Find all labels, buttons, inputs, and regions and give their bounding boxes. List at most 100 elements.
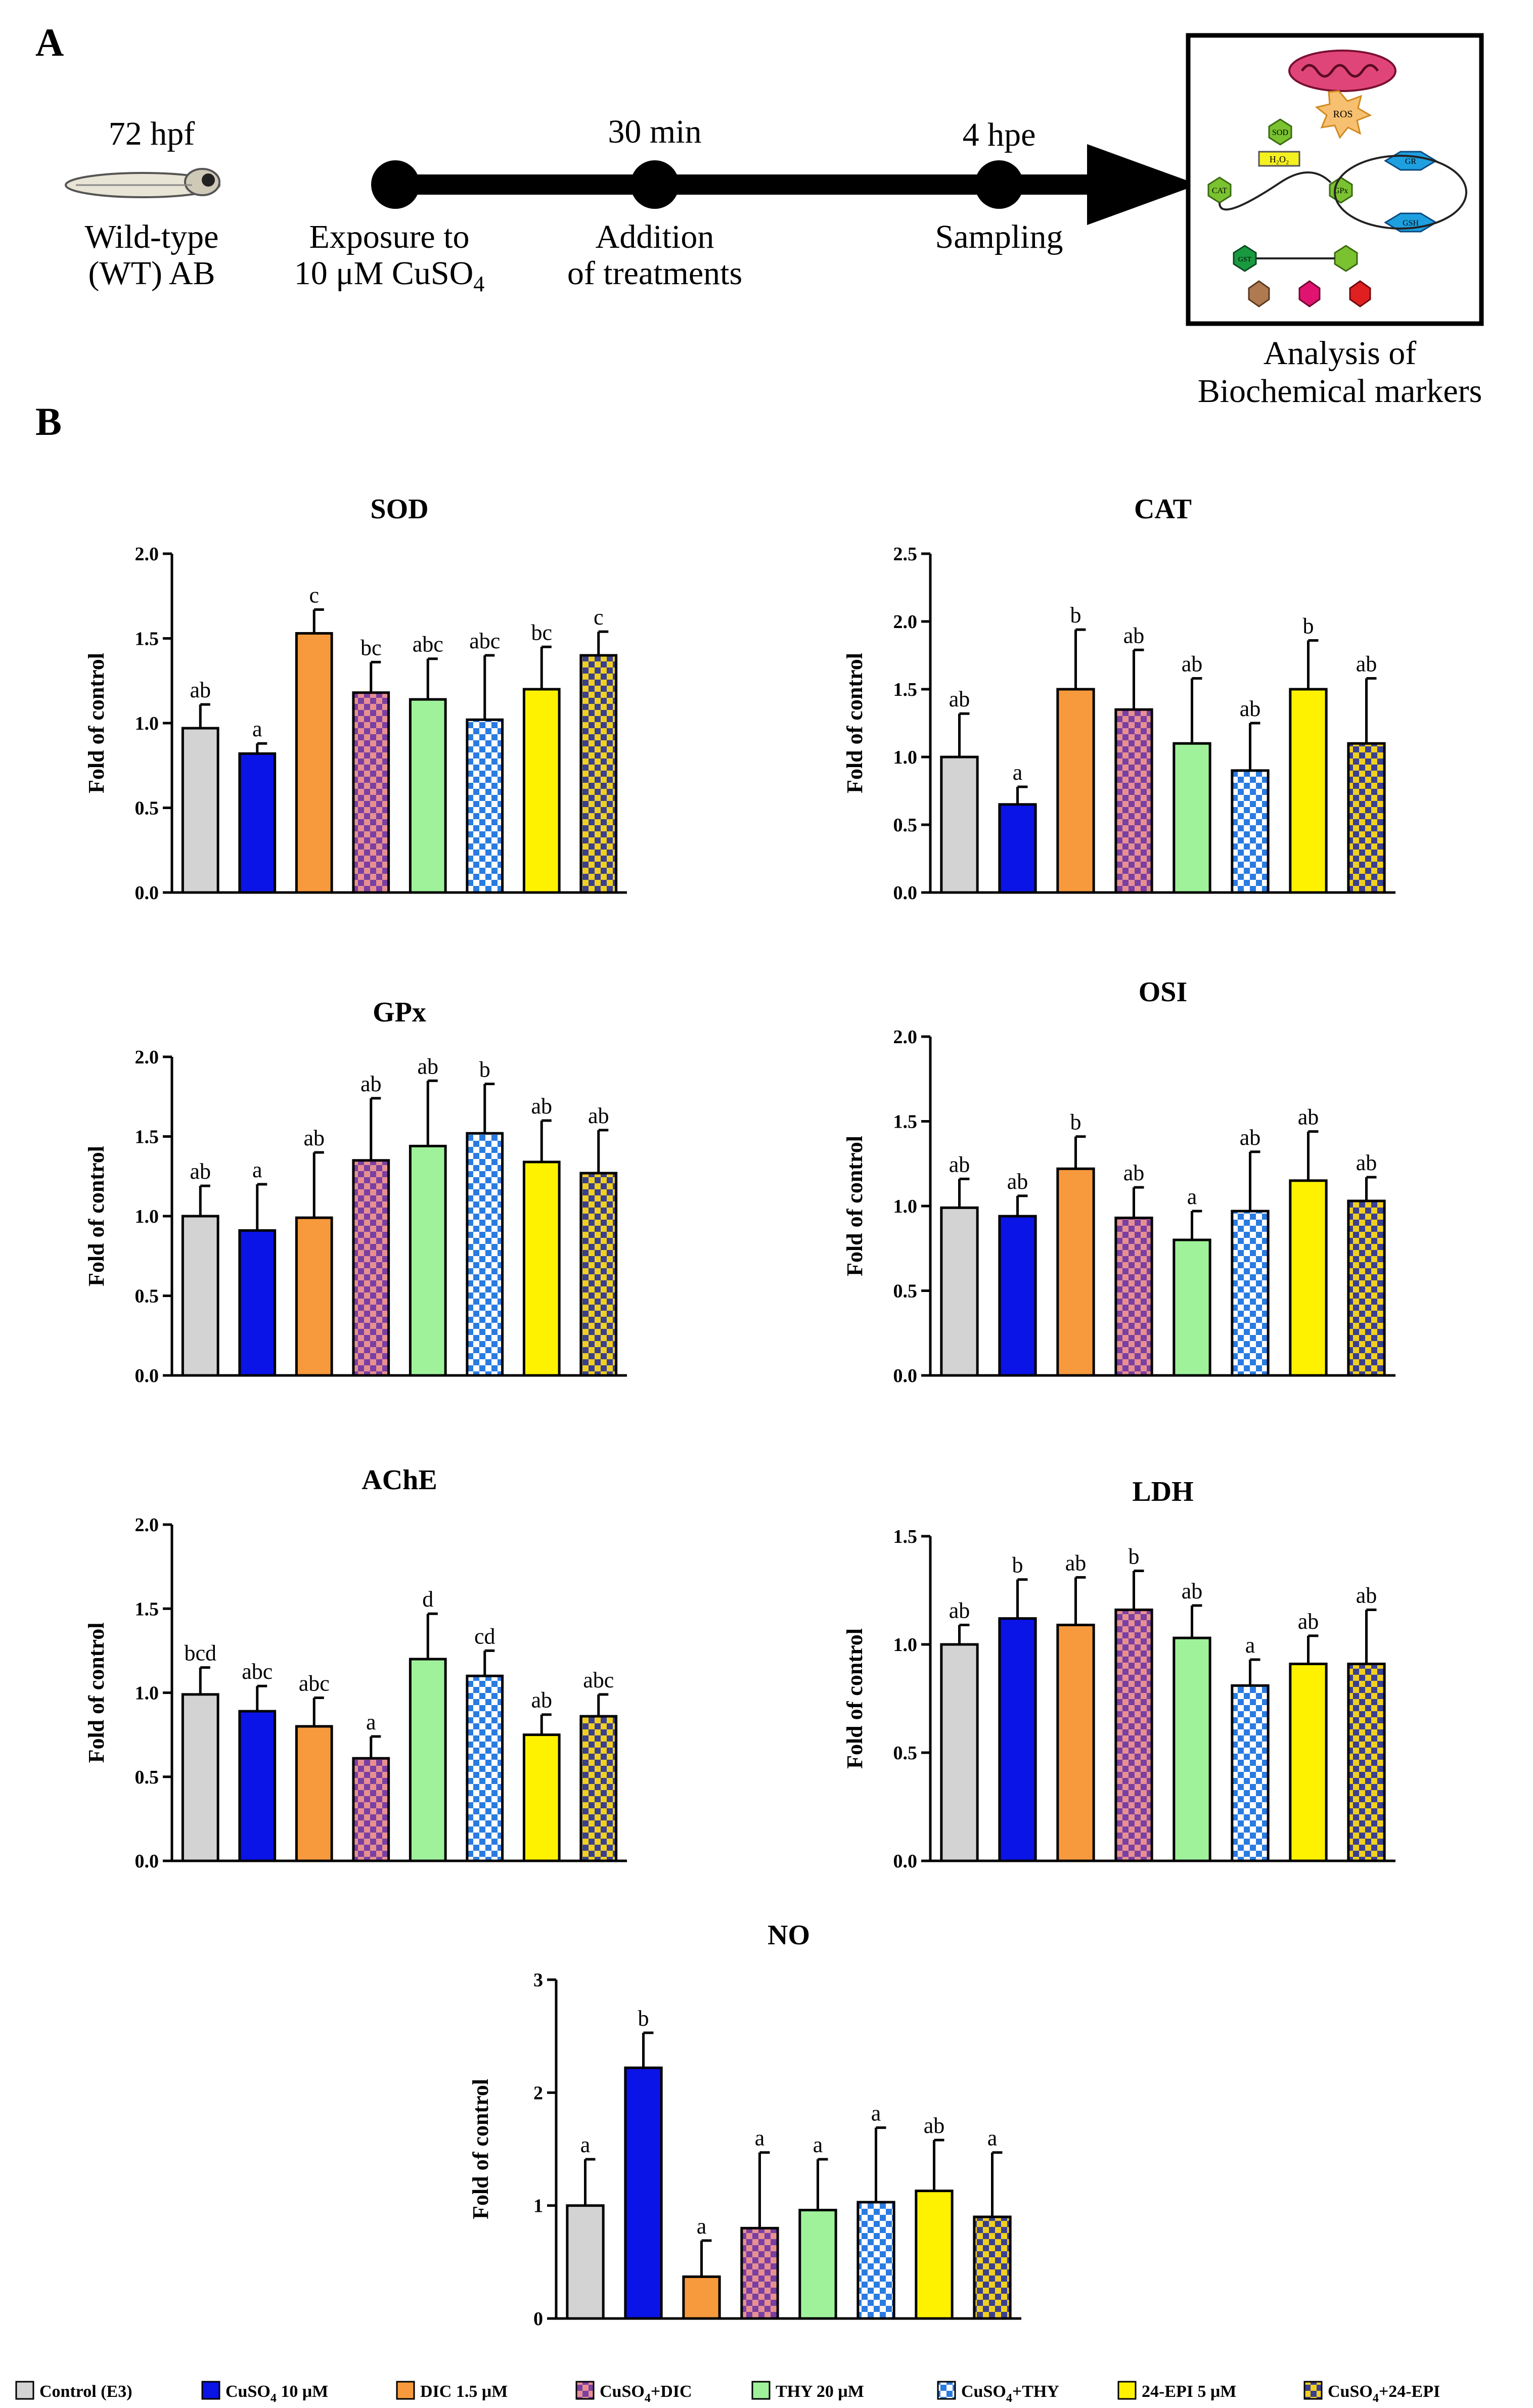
timeline-node-exposure bbox=[371, 160, 420, 209]
bar-ldh-7 bbox=[1347, 1663, 1386, 1862]
y-tick-label-ache: 1.0 bbox=[135, 1683, 159, 1704]
step2-line2: of treatments bbox=[567, 255, 742, 292]
svg-text:CuSO4+DIC: CuSO4+DIC bbox=[600, 2382, 692, 2405]
sig-letter-no-5: a bbox=[871, 2101, 881, 2126]
bar-cat-7 bbox=[1347, 742, 1386, 894]
svg-text:CuSO4+24-EPI: CuSO4+24-EPI bbox=[1328, 2382, 1440, 2405]
y-tick-label-sod: 0.5 bbox=[135, 798, 159, 819]
svg-text:THY 20 μM: THY 20 μM bbox=[776, 2382, 864, 2401]
bar-ache-2 bbox=[295, 1725, 333, 1862]
sig-letter-cat-3: ab bbox=[1123, 623, 1145, 648]
y-tick-label-gpx: 1.5 bbox=[135, 1127, 159, 1148]
svg-text:CuSO4+THY: CuSO4+THY bbox=[961, 2382, 1059, 2405]
sig-letter-ache-7: abc bbox=[583, 1668, 614, 1692]
y-tick-label-cat: 1.0 bbox=[893, 747, 918, 768]
sig-letter-no-4: a bbox=[813, 2132, 823, 2157]
bar-gpx-6 bbox=[522, 1161, 561, 1377]
bar-no-6 bbox=[915, 2190, 954, 2320]
sig-letter-ache-0: bcd bbox=[184, 1641, 216, 1666]
bar-ldh-5 bbox=[1231, 1684, 1270, 1862]
sig-letter-osi-1: ab bbox=[1007, 1169, 1028, 1194]
bar-cat-4 bbox=[1173, 742, 1211, 894]
sig-letter-gpx-1: a bbox=[252, 1157, 262, 1182]
step2-line1: Addition bbox=[596, 218, 714, 255]
y-tick-label-no: 3 bbox=[533, 1970, 543, 1991]
y-tick-label-cat: 2.0 bbox=[893, 611, 918, 633]
bar-gpx-7 bbox=[579, 1172, 618, 1377]
sig-letter-osi-5: ab bbox=[1240, 1125, 1261, 1150]
timeline-node-treatment bbox=[630, 160, 679, 209]
biochemical-diagram: ROS SOD H₂O₂ CAT GPx GR GSH GST bbox=[1186, 33, 1484, 326]
strain-label-line2: (WT) AB bbox=[88, 255, 215, 292]
y-tick-label-cat: 0.0 bbox=[893, 882, 918, 904]
sig-letter-gpx-2: ab bbox=[303, 1126, 325, 1150]
bar-ache-3 bbox=[352, 1757, 390, 1862]
bar-sod-7 bbox=[579, 654, 618, 894]
bar-gpx-0 bbox=[181, 1215, 219, 1377]
node-icon-green-2 bbox=[1334, 245, 1358, 272]
sig-letter-gpx-3: ab bbox=[360, 1072, 382, 1096]
zebrafish-larva-icon bbox=[65, 168, 220, 198]
y-tick-label-ache: 0.0 bbox=[135, 1851, 159, 1872]
sig-letter-sod-5: abc bbox=[469, 629, 500, 653]
sig-letter-osi-3: ab bbox=[1123, 1161, 1145, 1185]
sig-letter-osi-7: ab bbox=[1356, 1150, 1377, 1175]
ros-burst-icon bbox=[1315, 90, 1372, 139]
y-tick-label-no: 0 bbox=[533, 2308, 543, 2330]
sig-letter-ldh-1: b bbox=[1012, 1553, 1023, 1578]
svg-text:GSH: GSH bbox=[1403, 219, 1419, 228]
svg-text:SOD: SOD bbox=[1272, 128, 1288, 137]
sig-letter-ldh-0: ab bbox=[949, 1598, 970, 1623]
marker-icon-1 bbox=[1248, 280, 1270, 307]
y-tick-label-no: 1 bbox=[533, 2196, 543, 2217]
bar-gpx-5 bbox=[466, 1132, 504, 1377]
chart-title-no: NO bbox=[768, 1920, 810, 1951]
y-tick-label-osi: 0.0 bbox=[893, 1365, 918, 1387]
sig-letter-no-3: a bbox=[755, 2126, 765, 2151]
bar-ache-0 bbox=[181, 1693, 219, 1862]
sig-letter-no-2: a bbox=[697, 2214, 707, 2239]
chart-title-ache: AChE bbox=[362, 1464, 437, 1496]
bar-osi-7 bbox=[1347, 1199, 1386, 1377]
cat-node-icon bbox=[1207, 176, 1232, 204]
svg-text:ROS: ROS bbox=[1333, 109, 1353, 120]
bar-cat-2 bbox=[1056, 688, 1095, 894]
chart-title-gpx: GPx bbox=[373, 997, 426, 1028]
sig-letter-cat-4: ab bbox=[1182, 652, 1203, 677]
sig-letter-ache-1: abc bbox=[242, 1659, 273, 1684]
sig-letter-osi-0: ab bbox=[949, 1152, 970, 1177]
bar-ldh-3 bbox=[1114, 1609, 1153, 1862]
larva-age-label: 72 hpf bbox=[109, 115, 195, 152]
sig-letter-no-7: a bbox=[987, 2126, 998, 2151]
svg-text:GR: GR bbox=[1405, 157, 1417, 166]
sig-letter-gpx-7: ab bbox=[588, 1103, 609, 1128]
sod-node-icon bbox=[1268, 118, 1292, 146]
y-tick-label-osi: 2.0 bbox=[893, 1027, 918, 1048]
bar-ldh-4 bbox=[1173, 1636, 1211, 1862]
chart-sod: SOD Fold of control 0.0 0.5 1.0 1.5 2.0 ab a c bc a… bbox=[84, 494, 627, 904]
bar-sod-6 bbox=[522, 688, 561, 894]
y-tick-label-sod: 0.0 bbox=[135, 882, 159, 904]
sig-letter-osi-2: b bbox=[1070, 1110, 1081, 1135]
legend-item-cuso4-thy: CuSO4+THY bbox=[937, 2381, 1059, 2405]
sig-letter-sod-2: c bbox=[309, 583, 319, 608]
bar-ache-1 bbox=[238, 1710, 277, 1862]
y-tick-label-sod: 1.0 bbox=[135, 713, 159, 734]
legend-item-cuso4-dic: CuSO4+DIC bbox=[575, 2381, 692, 2405]
legend-item-cuso4-epi: CuSO4+24-EPI bbox=[1303, 2381, 1440, 2405]
svg-text:GST: GST bbox=[1238, 256, 1252, 263]
bar-gpx-4 bbox=[409, 1144, 447, 1377]
bar-sod-0 bbox=[181, 727, 219, 894]
marker-icon-3 bbox=[1349, 280, 1371, 307]
bar-cat-6 bbox=[1289, 688, 1328, 894]
bar-osi-4 bbox=[1173, 1238, 1211, 1377]
analysis-label-line1: Analysis of bbox=[1264, 335, 1417, 372]
sig-letter-ldh-4: ab bbox=[1182, 1579, 1203, 1603]
bar-ldh-0 bbox=[940, 1643, 979, 1862]
chart-gpx: GPx Fold of control 0.0 0.5 1.0 1.5 2.0 ab a ab ab… bbox=[84, 997, 627, 1387]
chart-title-ldh: LDH bbox=[1132, 1476, 1193, 1507]
